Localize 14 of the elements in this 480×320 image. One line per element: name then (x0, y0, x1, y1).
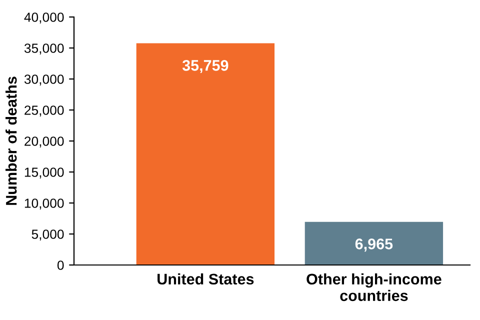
y-tick-label: 40,000 (24, 12, 64, 24)
y-tick-label: 0 (57, 260, 64, 270)
y-tick-label: 25,000 (24, 106, 64, 116)
y-tick-label: 15,000 (24, 168, 64, 178)
data-label: 35,759 (182, 60, 228, 74)
data-label: 6,965 (355, 238, 393, 252)
y-tick-label: 20,000 (24, 136, 64, 148)
y-tick-label: 10,000 (24, 198, 64, 210)
x-tick-label: Other high-income countries (306, 273, 442, 302)
y-tick-label: 35,000 (24, 44, 64, 54)
y-tick-label: 5,000 (32, 230, 64, 240)
x-tick-label: United States (158, 273, 254, 285)
y-axis-title: Number of deaths (6, 76, 17, 205)
y-tick-label: 30,000 (24, 74, 64, 86)
